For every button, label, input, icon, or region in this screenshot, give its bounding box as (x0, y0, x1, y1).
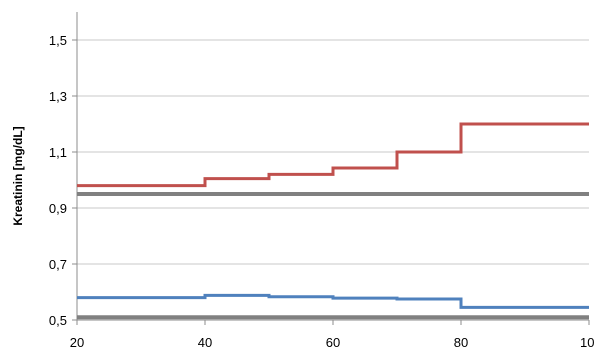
series-line-1 (77, 122, 589, 188)
x-tick-label: 60 (326, 335, 340, 350)
x-tick-label: 80 (454, 335, 468, 350)
y-tick-label: 1,5 (49, 33, 67, 48)
x-tick-label: 20 (70, 335, 84, 350)
x-tick-label: 40 (198, 335, 212, 350)
x-tick-labels: 20 40 60 80 10 (70, 335, 595, 350)
y-tick-label: 1,3 (49, 89, 67, 104)
y-tick-label: 1,1 (49, 145, 67, 160)
series-group (77, 122, 589, 320)
series-line-3 (77, 293, 589, 309)
y-tick-label: 0,5 (49, 313, 67, 328)
y-tick-labels: 0,5 0,7 0,9 1,1 1,3 1,5 (49, 33, 67, 328)
y-axis-title: Kreatinin [mg/dL] (11, 126, 25, 225)
y-tick-label: 0,9 (49, 201, 67, 216)
grid (72, 39, 590, 325)
x-tick-label: 10 (580, 335, 594, 350)
y-tick-label: 0,7 (49, 257, 67, 272)
